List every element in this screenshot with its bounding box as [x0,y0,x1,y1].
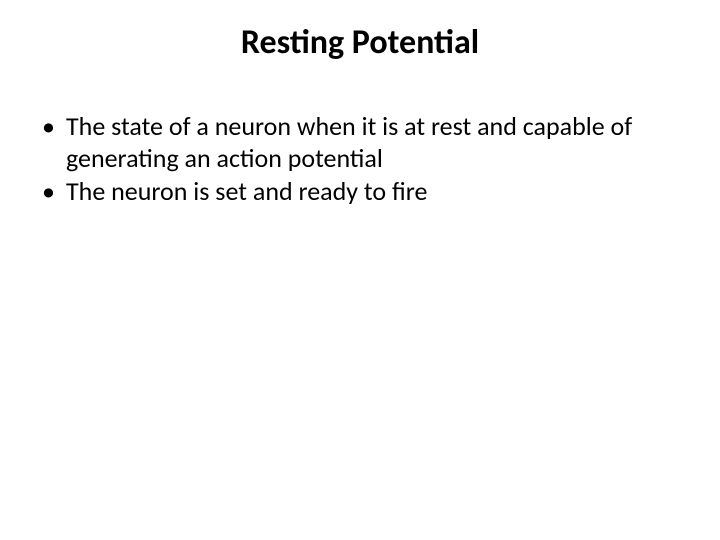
list-item: The neuron is set and ready to fire [38,176,682,208]
slide: Resting Potential The state of a neuron … [0,0,720,540]
list-item: The state of a neuron when it is at rest… [38,111,682,174]
slide-title: Resting Potential [0,22,720,63]
bullet-list: The state of a neuron when it is at rest… [38,111,682,208]
slide-body: The state of a neuron when it is at rest… [0,111,720,208]
